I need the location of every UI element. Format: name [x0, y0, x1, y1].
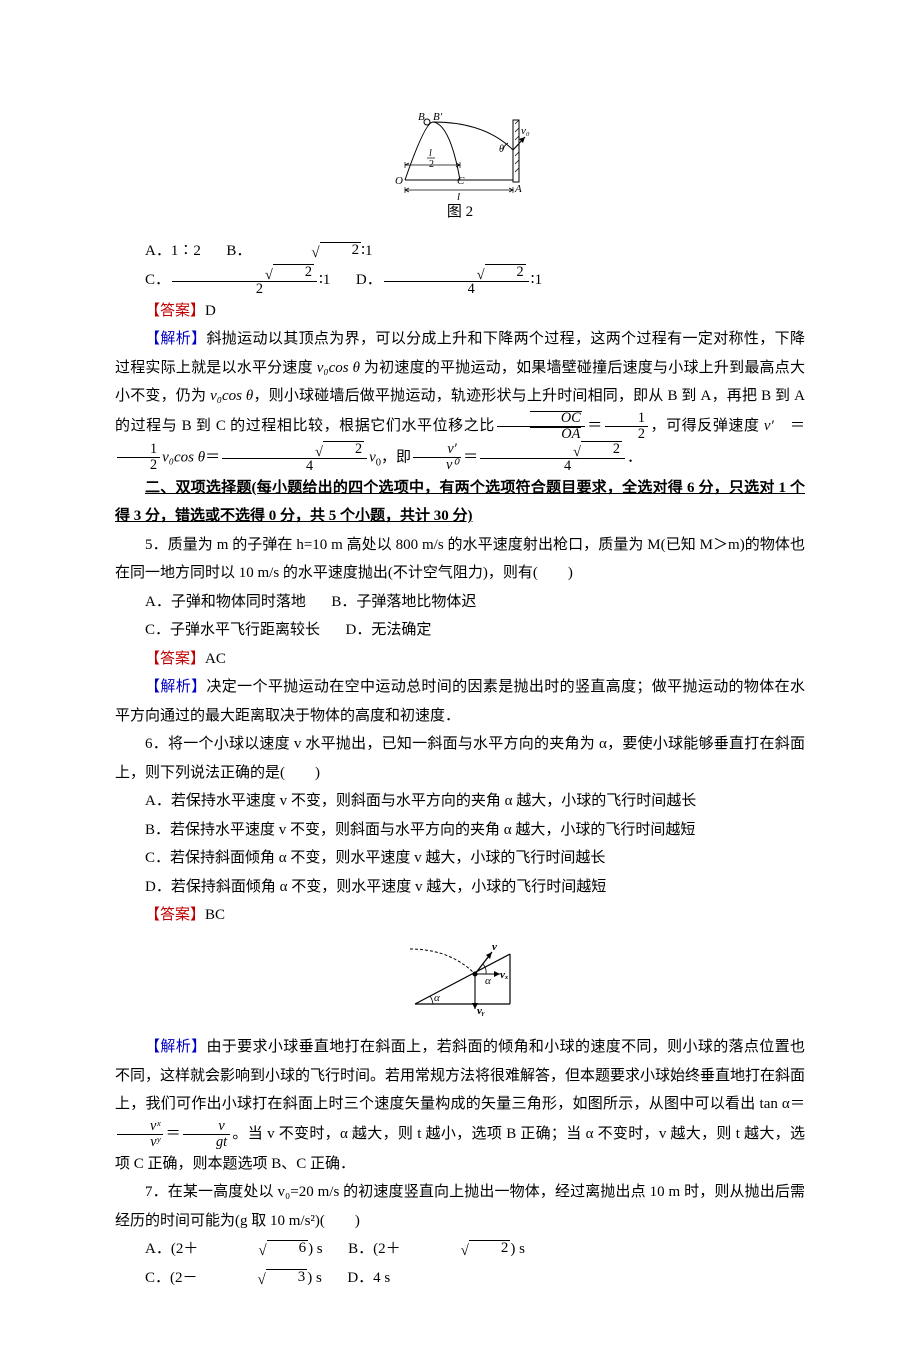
- figure-2-caption: 图 2: [115, 198, 805, 227]
- q5-opt-c: C．子弹水平飞行距离较长: [145, 622, 320, 638]
- svg-text:v: v: [492, 941, 497, 953]
- q5-answer: 【答案】AC: [115, 645, 805, 674]
- q6-diagram: α v vₓ vᵧ α: [115, 934, 805, 1030]
- q4-opt-c: C．22∶1: [145, 272, 330, 288]
- q7-opt-b: B．(2＋2) s: [348, 1241, 525, 1257]
- svg-text:v₀: v₀: [521, 125, 530, 137]
- svg-text:α: α: [485, 975, 491, 987]
- svg-text:l: l: [429, 148, 432, 159]
- q4-options-2: C．22∶1 D．24∶1: [115, 265, 805, 297]
- figure-2: B B′ O C A v₀ θ l 2 l 图 2: [115, 110, 805, 227]
- q5-stem: 5．质量为 m 的子弹在 h=10 m 高处以 800 m/s 的水平速度射出枪…: [115, 531, 805, 588]
- q7-opt-d: D．4 s: [347, 1270, 390, 1286]
- q7-stem: 7．在某一高度处以 v₀=20 m/s 的初速度竖直向上抛出一物体，经过离抛出点…: [115, 1178, 805, 1235]
- q6-answer: 【答案】BC: [115, 901, 805, 930]
- q7-opt-c: C．(2－3) s: [145, 1270, 322, 1286]
- q4-opt-d: D．24∶1: [356, 272, 542, 288]
- q5-explanation: 【解析】决定一个平抛运动在空中运动总时间的因素是抛出时的竖直高度；做平抛运动的物…: [115, 673, 805, 730]
- svg-text:vₓ: vₓ: [500, 969, 509, 981]
- q6-stem: 6．将一个小球以速度 v 水平抛出，已知一斜面与水平方向的夹角为 α，要使小球能…: [115, 730, 805, 787]
- q5-opts-2: C．子弹水平飞行距离较长 D．无法确定: [115, 616, 805, 645]
- q4-opt-a: A．1∶2: [145, 243, 201, 259]
- q7-opts-2: C．(2－3) s D．4 s: [115, 1264, 805, 1293]
- svg-text:α: α: [434, 992, 440, 1004]
- q6-opt-c: C．若保持斜面倾角 α 不变，则水平速度 v 越大，小球的飞行时间越长: [115, 844, 805, 873]
- svg-text:B′: B′: [433, 111, 443, 123]
- svg-text:C: C: [457, 175, 465, 187]
- q4-opt-b: B．2∶1: [226, 243, 372, 259]
- q6-opt-d: D．若保持斜面倾角 α 不变，则水平速度 v 越大，小球的飞行时间越短: [115, 873, 805, 902]
- q6-opt-a: A．若保持水平速度 v 不变，则斜面与水平方向的夹角 α 越大，小球的飞行时间越…: [115, 787, 805, 816]
- q4-options-1: A．1∶2 B．2∶1: [115, 237, 805, 266]
- svg-text:B: B: [418, 111, 425, 123]
- q4-explanation: 【解析】斜抛运动以其顶点为界，可以分成上升和下降两个过程，这两个过程有一定对称性…: [115, 325, 805, 473]
- svg-text:A: A: [514, 183, 522, 195]
- q5-opts-1: A．子弹和物体同时落地 B．子弹落地比物体迟: [115, 588, 805, 617]
- svg-text:2: 2: [429, 159, 434, 170]
- q5-opt-b: B．子弹落地比物体迟: [331, 594, 476, 610]
- q7-opt-a: A．(2＋6) s: [145, 1241, 323, 1257]
- svg-text:θ: θ: [499, 144, 504, 155]
- q6-opt-b: B．若保持水平速度 v 不变，则斜面与水平方向的夹角 α 越大，小球的飞行时间越…: [115, 816, 805, 845]
- q7-opts-1: A．(2＋6) s B．(2＋2) s: [115, 1235, 805, 1264]
- q5-opt-d: D．无法确定: [346, 622, 432, 638]
- q4-answer: 【答案】D: [115, 297, 805, 326]
- figure-2-svg: B B′ O C A v₀ θ l 2 l: [385, 110, 535, 200]
- q6-explanation: 【解析】由于要求小球垂直地打在斜面上，若斜面的倾角和小球的速度不同，则小球的落点…: [115, 1033, 805, 1178]
- svg-text:O: O: [395, 175, 403, 187]
- svg-text:vᵧ: vᵧ: [477, 1005, 485, 1017]
- q5-opt-a: A．子弹和物体同时落地: [145, 594, 306, 610]
- section-2-header: 二、双项选择题(每小题给出的四个选项中，有两个选项符合题目要求，全选对得 6 分…: [115, 474, 805, 531]
